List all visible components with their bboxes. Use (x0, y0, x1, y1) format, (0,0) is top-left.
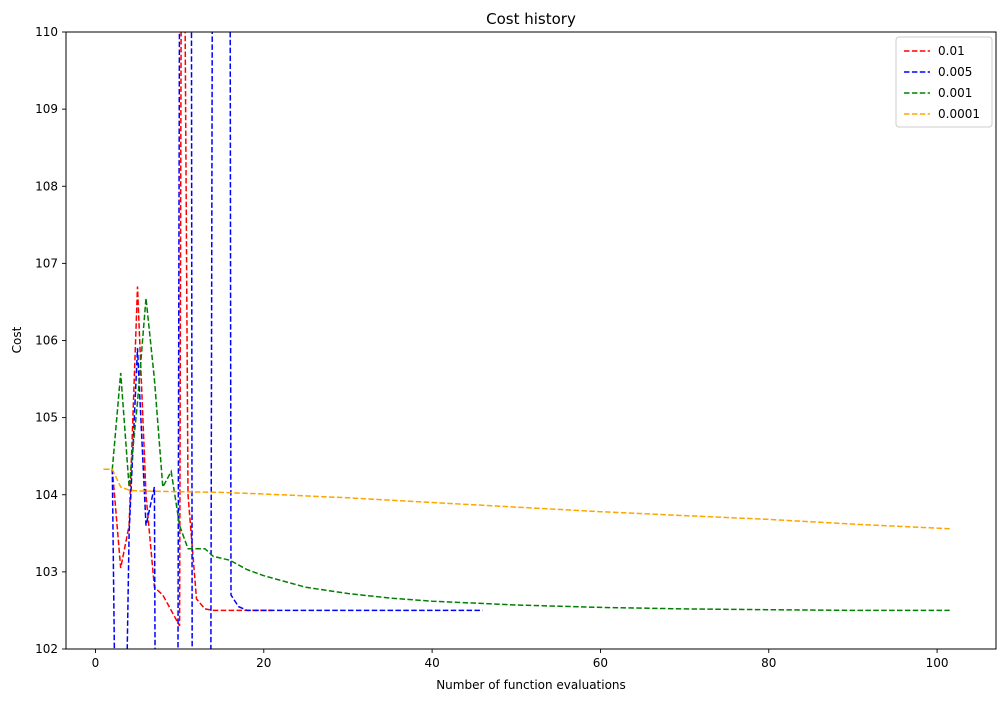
y-tick-label-2: 104 (35, 488, 58, 502)
series-line-2 (103, 298, 950, 612)
y-axis: 102 103 104 105 106 107 108 109 110 (35, 25, 66, 656)
y-tick-label-5: 107 (35, 256, 58, 270)
chart-title: Cost history (486, 10, 576, 28)
legend-label-1: 0.005 (938, 65, 972, 79)
x-tick-label-4: 80 (761, 656, 776, 670)
x-axis-label: Number of function evaluations (436, 678, 626, 692)
legend: 0.01 0.005 0.001 0.0001 (895, 36, 993, 128)
y-tick-label-1: 103 (35, 565, 58, 579)
x-axis: 0 20 40 60 80 100 (92, 649, 949, 670)
series-layer (103, 32, 950, 649)
x-tick-label-1: 20 (256, 656, 271, 670)
series-line-0 (103, 32, 273, 627)
y-tick-label-8: 110 (35, 25, 58, 39)
y-axis-label: Cost (10, 326, 24, 353)
x-tick-label-0: 0 (92, 656, 100, 670)
series-line-1 (103, 32, 483, 649)
y-tick-label-0: 102 (35, 642, 58, 656)
x-tick-label-3: 60 (593, 656, 608, 670)
y-tick-label-3: 105 (35, 411, 58, 425)
legend-label-2: 0.001 (938, 86, 972, 100)
y-tick-label-6: 108 (35, 179, 58, 193)
legend-label-3: 0.0001 (938, 107, 980, 121)
series-line-3 (103, 468, 950, 530)
legend-box (895, 36, 993, 128)
plot-frame (65, 31, 997, 650)
legend-label-0: 0.01 (938, 44, 965, 58)
x-tick-label-2: 40 (424, 656, 439, 670)
y-tick-label-4: 106 (35, 334, 58, 348)
x-tick-label-5: 100 (926, 656, 949, 670)
y-tick-label-7: 109 (35, 102, 58, 116)
